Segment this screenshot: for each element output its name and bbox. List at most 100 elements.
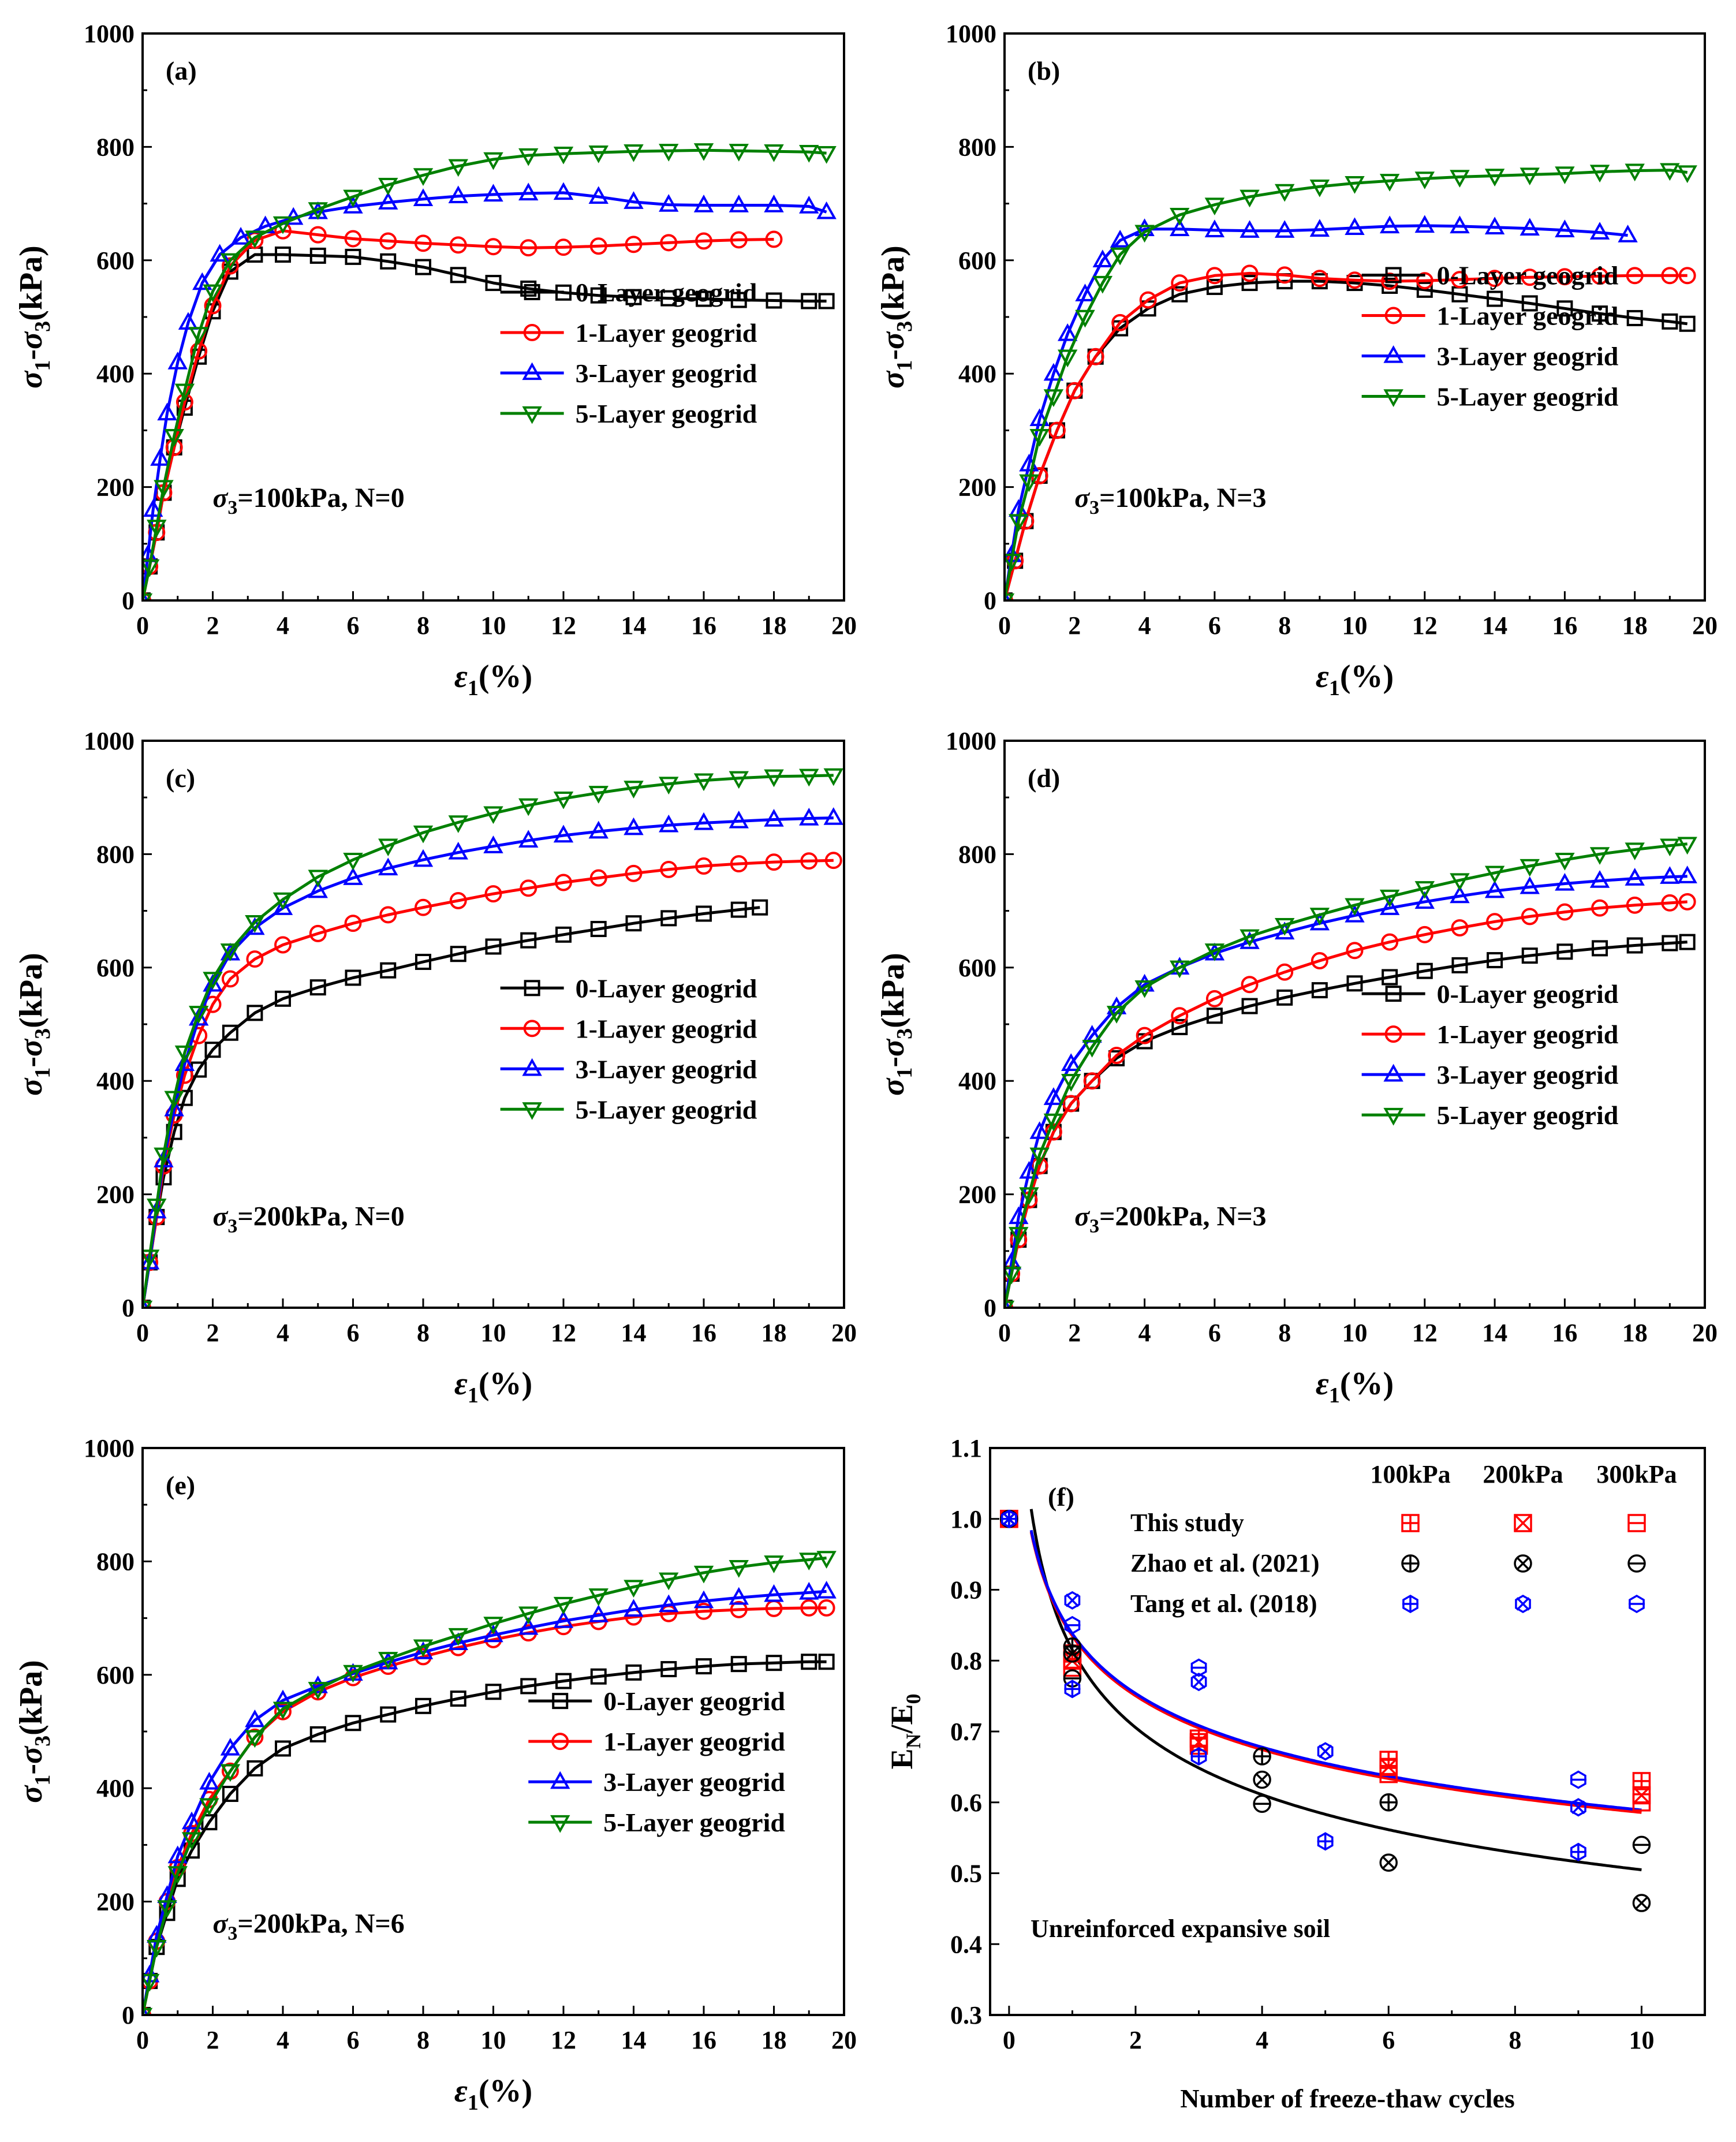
data-point (378, 177, 398, 196)
x-tick-label: 6 (347, 1319, 360, 1347)
epsilon-symbol: ε (454, 659, 468, 695)
data-point (1190, 1747, 1207, 1766)
data-point (345, 248, 361, 265)
data-point (147, 1200, 167, 1219)
data-point (1660, 163, 1680, 181)
epsilon-symbol: ε (454, 1366, 468, 1402)
data-point (625, 236, 643, 253)
x-tick-label: 18 (761, 611, 787, 640)
data-point (588, 145, 608, 163)
legend-label: 5-Layer geogrid (576, 1095, 757, 1124)
data-point (1416, 272, 1433, 290)
y-axis-unit: (kPa) (13, 245, 49, 321)
x-tick-label: 4 (277, 611, 289, 640)
y-axis-label: σ1-σ3(kPa) (875, 245, 917, 389)
data-point (1345, 904, 1365, 923)
data-point (1625, 868, 1645, 886)
data-point (378, 192, 398, 210)
data-point (379, 232, 397, 250)
sigma-subscript: 1 (893, 360, 917, 371)
legend-marker (522, 1102, 542, 1120)
data-point (1556, 943, 1573, 960)
data-point (164, 429, 184, 447)
data-point (154, 1147, 174, 1166)
data-point (1019, 1160, 1039, 1179)
data-point (272, 892, 293, 910)
data-point (483, 152, 503, 170)
data-point (659, 1594, 679, 1613)
y-tick-label: 0.6 (950, 1789, 982, 1817)
data-point (1317, 1832, 1334, 1851)
data-point (1274, 184, 1295, 202)
data-point (799, 1553, 819, 1570)
data-point (1484, 865, 1505, 884)
sigma-symbol: σ (213, 483, 229, 513)
data-point (1061, 1053, 1081, 1071)
data-point (1276, 266, 1294, 284)
legend-label: 3-Layer geogrid (1437, 1060, 1619, 1089)
legend-row-label: Zhao et al. (2021) (1130, 1549, 1320, 1577)
marker-hex (1570, 1842, 1586, 1861)
data-point (1190, 1658, 1207, 1677)
x-tick-label: 18 (1622, 1319, 1648, 1347)
data-point (1379, 1764, 1398, 1783)
data-point (1253, 1794, 1271, 1813)
soil-annotation: Unreinforced expansive soil (1031, 1915, 1330, 1943)
data-point (485, 938, 502, 955)
legend-marker (1383, 1063, 1403, 1082)
data-point (817, 1599, 835, 1617)
data-point (590, 921, 607, 938)
data-point (730, 1656, 747, 1673)
sigma-symbol: σ (875, 1077, 911, 1096)
x-tick-label: 14 (1482, 1319, 1507, 1347)
minus-sign: - (13, 1057, 49, 1068)
data-point (1591, 267, 1609, 285)
marker-d2 (1516, 1597, 1530, 1611)
y-axis-unit: (kPa) (875, 245, 911, 321)
data-point (659, 777, 679, 795)
data-point (245, 230, 265, 249)
x-tick-label: 8 (1509, 2026, 1521, 2054)
data-point (730, 901, 747, 918)
data-point (154, 480, 174, 498)
data-point (448, 159, 468, 177)
data-point (157, 402, 177, 421)
data-point (378, 857, 398, 876)
y-tick-label: 0.4 (950, 1930, 982, 1958)
data-point (1487, 290, 1503, 307)
sigma-symbol: σ (875, 331, 911, 349)
data-point (143, 499, 163, 517)
series-2-layer (1005, 215, 1638, 600)
data-point (624, 817, 644, 835)
data-point (1240, 931, 1260, 949)
data-point (484, 885, 502, 903)
plot-frame (1003, 32, 1706, 602)
legend-label: 5-Layer geogrid (603, 1808, 785, 1837)
data-point (245, 1730, 265, 1748)
data-point (1206, 278, 1223, 295)
sigma-symbol: σ (1074, 483, 1090, 513)
x-tick-label: 14 (1482, 611, 1507, 640)
data-point (625, 864, 643, 882)
series-line (143, 229, 774, 600)
legend-header: 100kPa (1370, 1460, 1450, 1488)
y-tick-label: 600 (96, 954, 135, 982)
legend-marker (523, 323, 541, 341)
data-point (1677, 865, 1697, 883)
y-tick-label: 0.8 (950, 1647, 982, 1675)
data-point (590, 287, 607, 304)
data-point (345, 969, 361, 986)
condition-annotation: σ3=200kPa, N=0 (213, 1201, 405, 1237)
data-point (1241, 264, 1259, 282)
data-point (167, 1866, 188, 1884)
data-point (448, 185, 468, 204)
x-tick-label: 0 (136, 2026, 149, 2054)
data-point (247, 1760, 263, 1777)
data-point (415, 953, 431, 970)
data-point (799, 1581, 819, 1600)
data-point (816, 1580, 837, 1599)
x-tick-label: 12 (551, 2026, 576, 2054)
data-point (659, 194, 679, 212)
data-point (1381, 933, 1399, 951)
data-point (625, 289, 642, 305)
